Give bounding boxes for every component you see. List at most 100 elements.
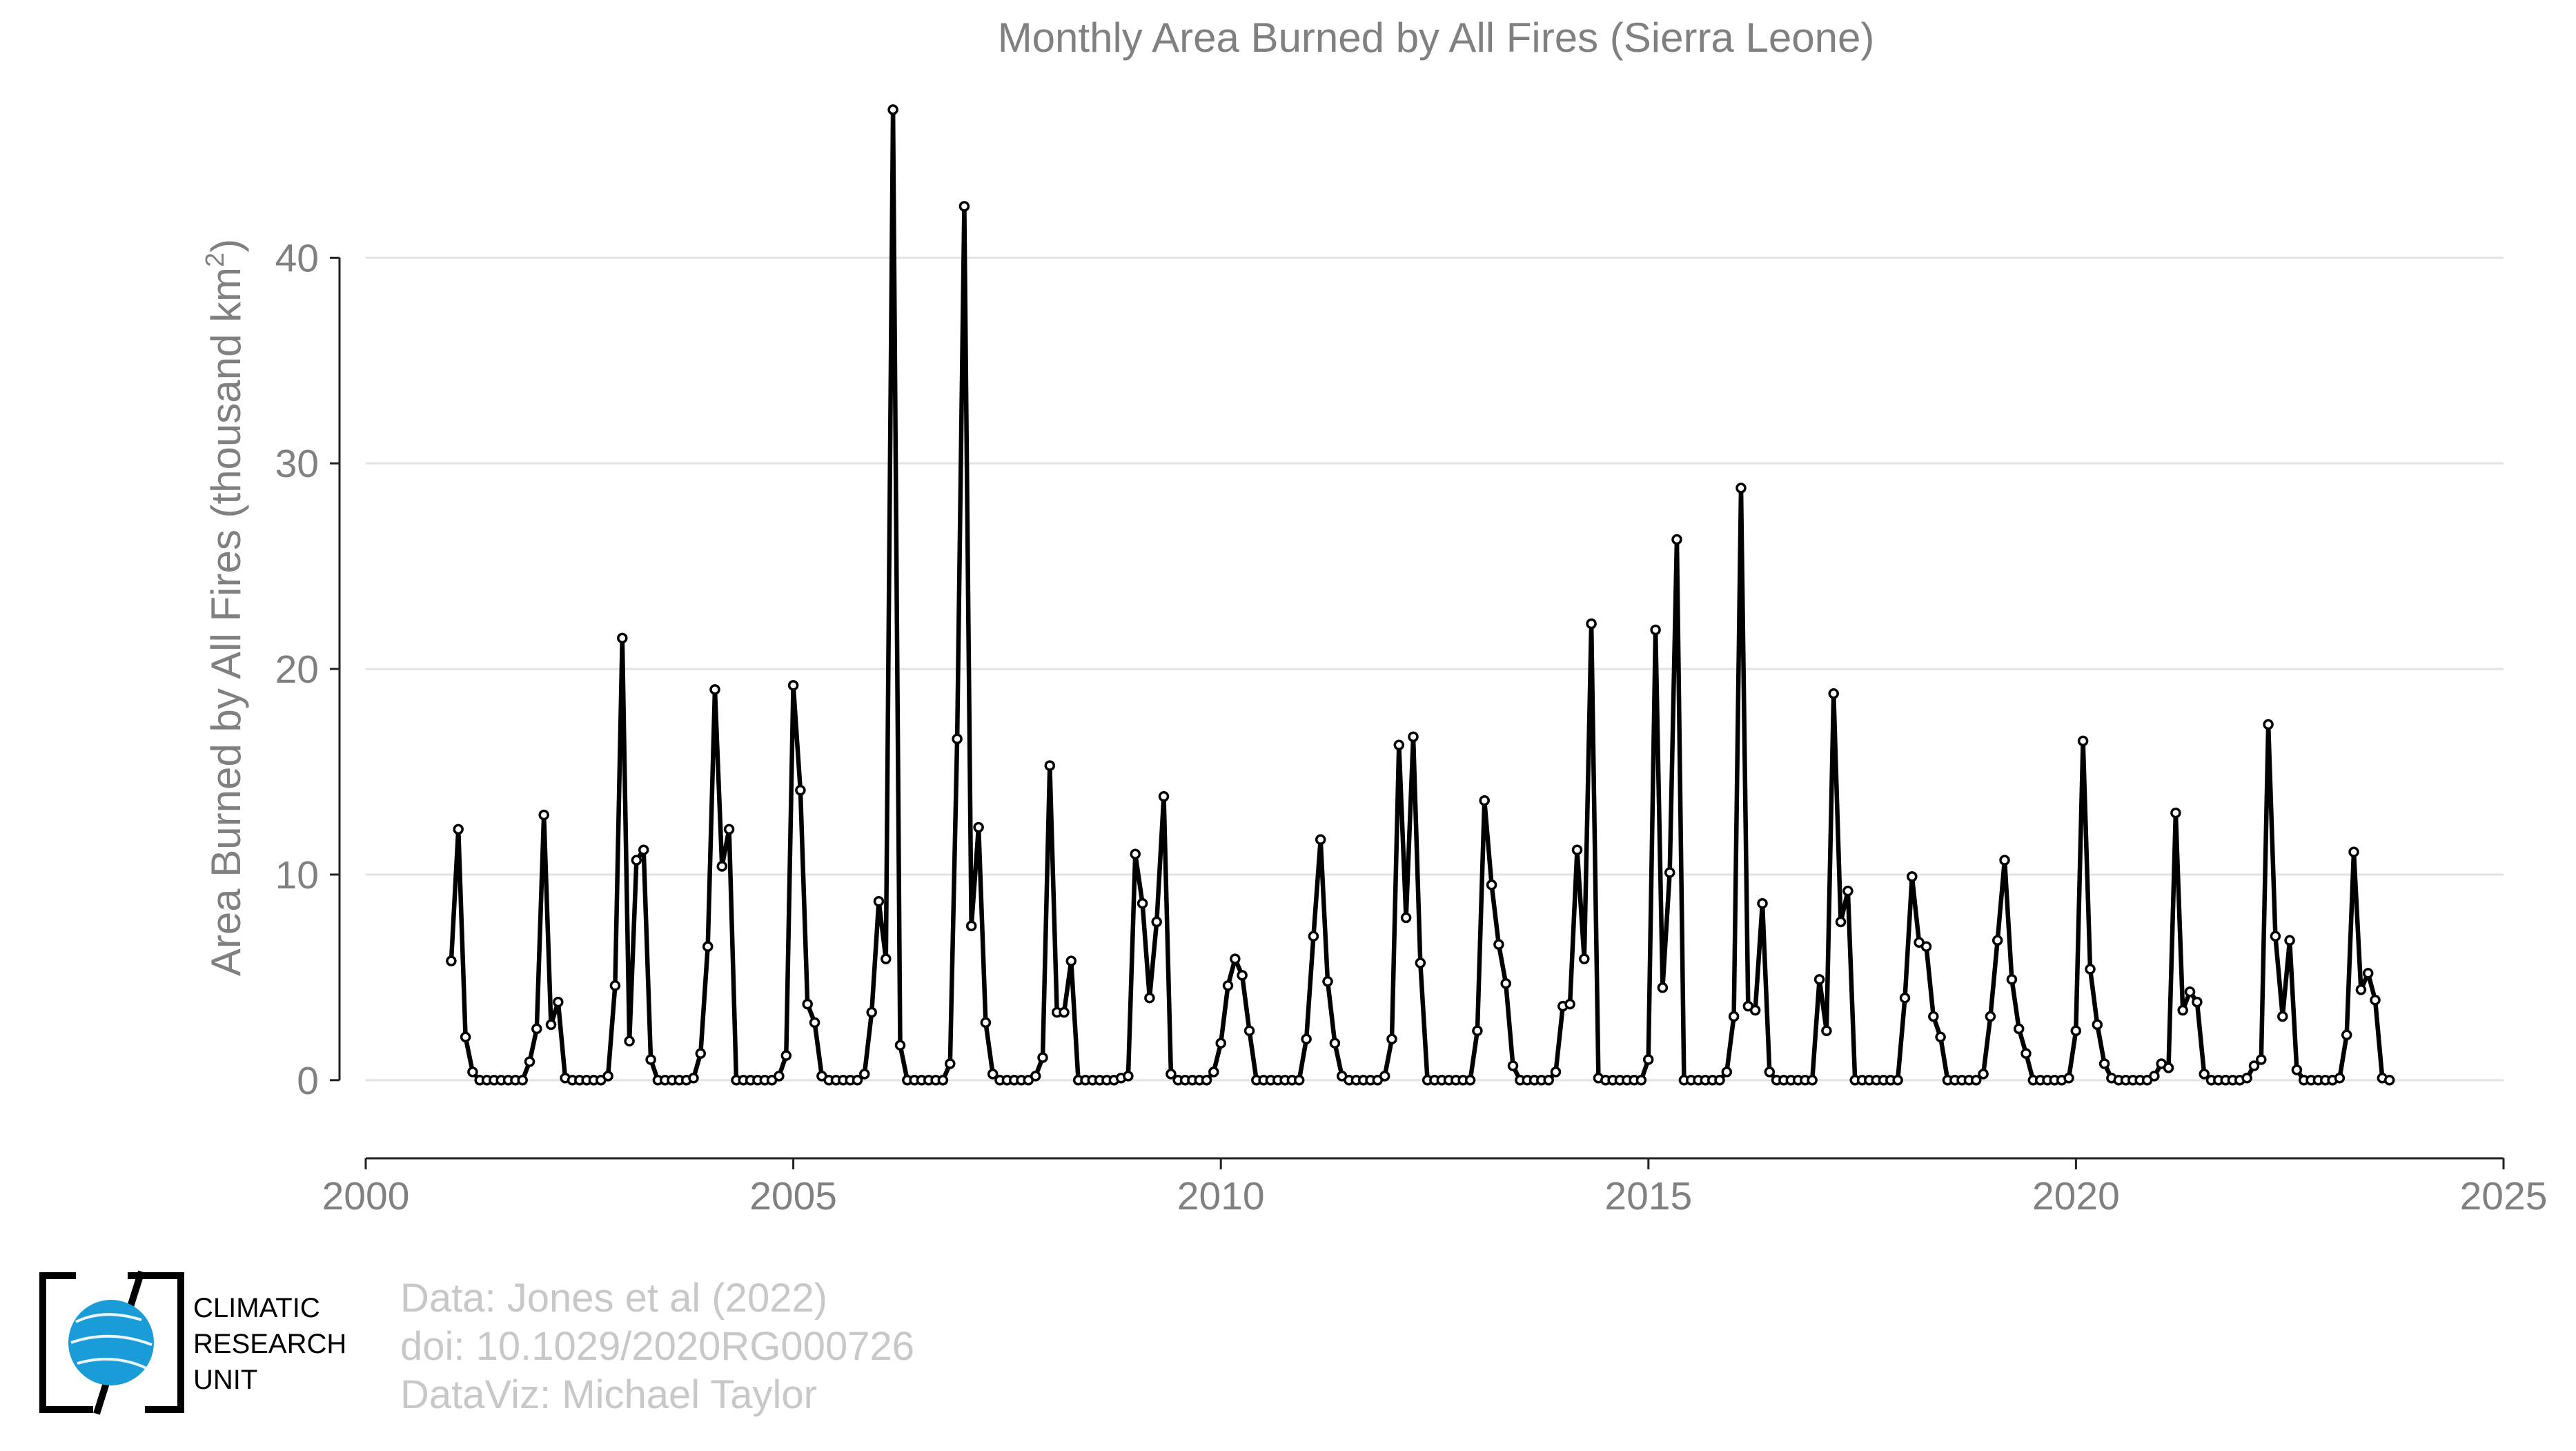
- data-point: [688, 1073, 699, 1084]
- y-axis-label: Area Burned by All Fires (thousand km2): [201, 239, 249, 976]
- data-point: [524, 1056, 535, 1067]
- data-point: [2348, 846, 2359, 857]
- data-point: [2149, 1071, 2160, 1082]
- data-point: [609, 980, 621, 991]
- data-point: [1586, 618, 1597, 630]
- data-point: [1928, 1011, 1939, 1022]
- data-point: [2163, 1062, 2174, 1073]
- data-point: [1507, 1060, 1519, 1071]
- data-point: [2362, 968, 2374, 979]
- data-point: [945, 1058, 956, 1069]
- data-point: [1579, 953, 1590, 964]
- data-point: [1472, 1025, 1483, 1037]
- data-point: [774, 1071, 785, 1082]
- data-point: [2341, 1029, 2352, 1041]
- data-point: [809, 1017, 820, 1029]
- globe-icon: [68, 1300, 154, 1385]
- data-point: [1123, 1071, 1134, 1082]
- data-point: [1464, 1075, 1476, 1086]
- data-point: [958, 201, 970, 212]
- data-point: [545, 1019, 557, 1031]
- data-point: [1151, 916, 1162, 928]
- data-point: [1208, 1067, 1219, 1078]
- data-point: [1764, 1067, 1776, 1078]
- credit-doi: doi: 10.1029/2020RG000726: [400, 1324, 914, 1369]
- data-point: [1564, 998, 1575, 1010]
- data-point: [460, 1031, 471, 1043]
- data-point: [2277, 1011, 2288, 1022]
- data-point: [1222, 980, 1234, 991]
- data-point: [2170, 807, 2181, 819]
- data-point: [952, 733, 963, 745]
- data-point: [2070, 1025, 2082, 1037]
- data-point: [553, 996, 564, 1008]
- data-point: [1992, 935, 2003, 946]
- data-point: [1065, 955, 1077, 966]
- data-point: [1550, 1067, 1562, 1078]
- data-point: [1329, 1038, 1341, 1049]
- data-point: [980, 1017, 992, 1029]
- data-point: [517, 1075, 528, 1086]
- data-point: [2021, 1048, 2032, 1059]
- data-point: [1935, 1031, 1946, 1043]
- data-point: [2098, 1058, 2110, 1069]
- axes: [338, 257, 2504, 1160]
- logo-bracket-right: [128, 1272, 184, 1413]
- data-point: [2184, 986, 2196, 997]
- data-point: [1813, 974, 1825, 985]
- data-point: [2270, 931, 2281, 942]
- data-point: [1308, 931, 1319, 942]
- data-point: [1985, 1011, 1996, 1022]
- y-tick-label-40: 40: [275, 236, 319, 280]
- data-point: [1144, 992, 1155, 1004]
- data-point: [1393, 739, 1405, 751]
- data-point: [695, 1048, 707, 1059]
- data-point: [1301, 1033, 1312, 1044]
- series: [446, 104, 2395, 1086]
- x-tick-label-2015: 2015: [1604, 1174, 1692, 1218]
- data-point: [1137, 897, 1148, 909]
- data-point: [2006, 974, 2018, 985]
- data-point: [859, 1069, 870, 1080]
- data-point: [2383, 1075, 2395, 1086]
- y-axis-label-main: Area Burned by All Fires (thousand km: [203, 267, 249, 976]
- logo-text-line1: CLIMATIC: [193, 1293, 320, 1323]
- series-line-0: [449, 107, 2390, 1083]
- data-point: [1920, 941, 1932, 952]
- data-point: [1293, 1075, 1305, 1086]
- data-point: [1230, 953, 1241, 964]
- data-point: [1158, 791, 1170, 802]
- data-point: [1415, 957, 1426, 968]
- data-point: [716, 861, 728, 872]
- x-tick-label-2000: 2000: [322, 1174, 410, 1218]
- data-point: [1828, 688, 1839, 699]
- data-point: [531, 1023, 542, 1035]
- data-point: [638, 844, 649, 855]
- data-point: [1650, 624, 1661, 636]
- credit-dataviz: DataViz: Michael Taylor: [400, 1372, 817, 1417]
- data-point: [1243, 1025, 1255, 1037]
- y-axis-ticks: 0 10 20 30 40: [275, 236, 340, 1103]
- data-point: [852, 1075, 863, 1086]
- data-point: [1571, 844, 1583, 855]
- globe-swirl-2: [70, 1334, 153, 1346]
- data-point: [645, 1054, 656, 1065]
- data-point: [2077, 735, 2089, 747]
- data-point: [1543, 1075, 1554, 1086]
- data-point: [617, 632, 628, 644]
- data-point: [1044, 760, 1056, 771]
- data-point: [894, 1040, 906, 1051]
- data-point: [1736, 483, 1747, 494]
- data-point: [2063, 1073, 2074, 1084]
- data-point: [987, 1069, 999, 1080]
- data-point: [873, 895, 885, 907]
- data-point: [2284, 935, 2295, 946]
- data-point: [1237, 970, 1248, 981]
- data-point: [1721, 1067, 1733, 1078]
- data-point: [624, 1035, 635, 1046]
- data-point: [538, 809, 549, 821]
- data-point: [1978, 1069, 1989, 1080]
- data-point: [1166, 1069, 1177, 1080]
- x-tick-label-2010: 2010: [1177, 1174, 1265, 1218]
